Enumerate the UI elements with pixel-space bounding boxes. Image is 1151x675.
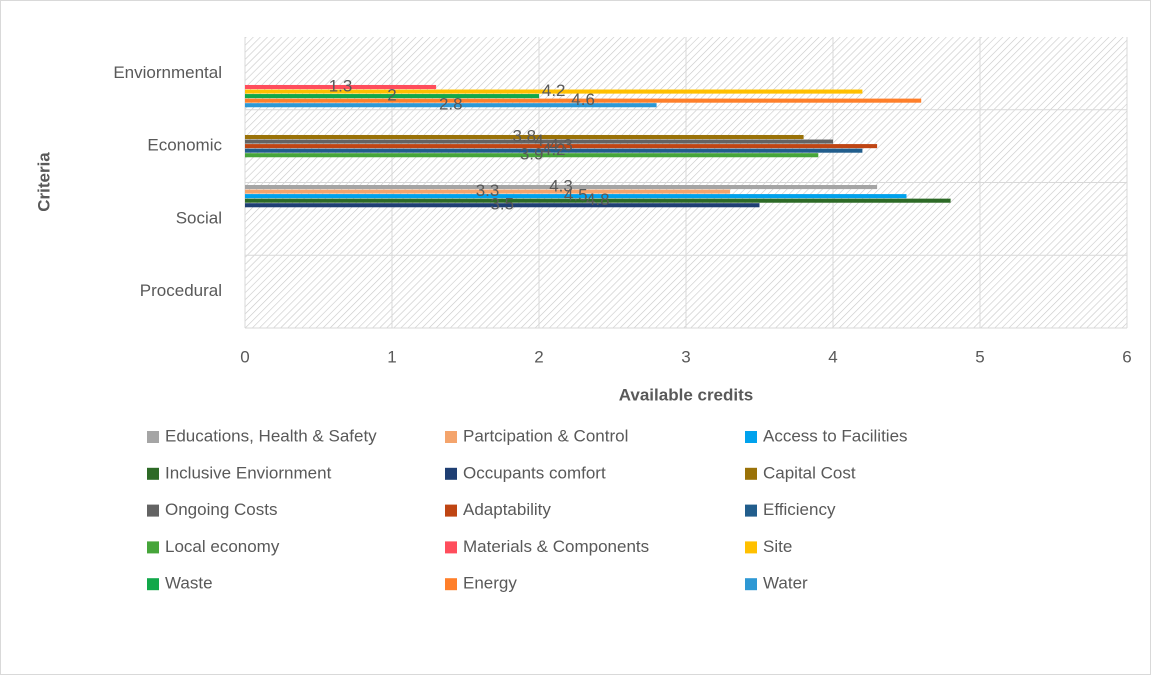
bar	[245, 134, 804, 140]
legend-swatch	[745, 431, 757, 443]
legend-label: Site	[763, 537, 792, 556]
bar	[245, 194, 907, 199]
bar	[245, 139, 833, 144]
bar	[245, 203, 760, 208]
y-tick-label: Procedural	[140, 281, 222, 300]
legend-label: Partcipation & Control	[463, 426, 628, 445]
legend-swatch	[445, 541, 457, 554]
data-label: 1.3	[329, 77, 353, 96]
legend-swatch	[147, 504, 159, 517]
legend-label: Adaptability	[463, 500, 551, 519]
legend-swatch	[745, 541, 757, 554]
legend-label: Inclusive Enviornment	[165, 463, 332, 482]
bar	[245, 153, 819, 158]
bar	[245, 103, 657, 108]
bar	[245, 198, 951, 203]
x-tick-label: 2	[534, 347, 543, 366]
data-label: 3.8	[512, 127, 536, 146]
data-label: 4.3	[549, 136, 573, 155]
y-tick-label: Enviornmental	[113, 63, 222, 82]
x-tick-label: 1	[387, 347, 396, 366]
bar	[245, 148, 863, 153]
legend-swatch	[445, 504, 457, 517]
bar	[245, 185, 878, 190]
y-axis-title: Criteria	[34, 152, 53, 212]
data-label: 4.2	[542, 140, 566, 159]
data-label: 3.3	[476, 181, 500, 200]
legend-label: Waste	[165, 574, 213, 593]
x-tick-label: 0	[240, 347, 249, 366]
legend-swatch	[147, 578, 159, 591]
data-label: 3.5	[490, 195, 514, 214]
legend-swatch	[445, 467, 457, 480]
legend-label: Access to Facilities	[763, 426, 908, 445]
bar	[245, 98, 922, 103]
data-label: 4.2	[542, 81, 566, 100]
data-label: 2.8	[439, 95, 463, 114]
bar	[245, 84, 437, 90]
legend-swatch	[147, 467, 159, 480]
legend-swatch	[147, 431, 159, 443]
bar	[245, 189, 731, 194]
x-axis-title: Available credits	[619, 385, 754, 404]
data-label: 4.5	[564, 186, 588, 205]
data-label: 3.9	[520, 145, 544, 164]
legend-label: Local economy	[165, 537, 280, 556]
legend-label: Water	[763, 574, 808, 593]
legend-label: Materials & Components	[463, 537, 649, 556]
legend-swatch	[745, 467, 757, 480]
legend-label: Efficiency	[763, 500, 836, 519]
bar	[245, 144, 878, 149]
legend-swatch	[445, 431, 457, 443]
legend-label: Educations, Health & Safety	[165, 426, 377, 445]
bar	[245, 89, 863, 94]
legend-swatch	[445, 578, 457, 591]
legend-label: Occupants comfort	[463, 463, 606, 482]
x-tick-label: 6	[1122, 347, 1131, 366]
legend-swatch	[147, 541, 159, 554]
y-tick-label: Social	[176, 208, 222, 227]
data-label: 4.8	[586, 190, 610, 209]
bar	[245, 94, 539, 99]
legend-label: Capital Cost	[763, 463, 856, 482]
x-tick-label: 3	[681, 347, 690, 366]
legend-label: Ongoing Costs	[165, 500, 277, 519]
legend-swatch	[745, 578, 757, 591]
legend-label: Energy	[463, 574, 517, 593]
data-label: 4.6	[571, 90, 595, 109]
data-label: 4	[534, 131, 543, 150]
x-tick-label: 5	[975, 347, 984, 366]
y-tick-label: Economic	[147, 136, 222, 155]
x-tick-label: 4	[828, 347, 837, 366]
data-label: 2	[387, 86, 396, 105]
data-label: 4.3	[549, 177, 573, 196]
legend-swatch	[745, 504, 757, 517]
